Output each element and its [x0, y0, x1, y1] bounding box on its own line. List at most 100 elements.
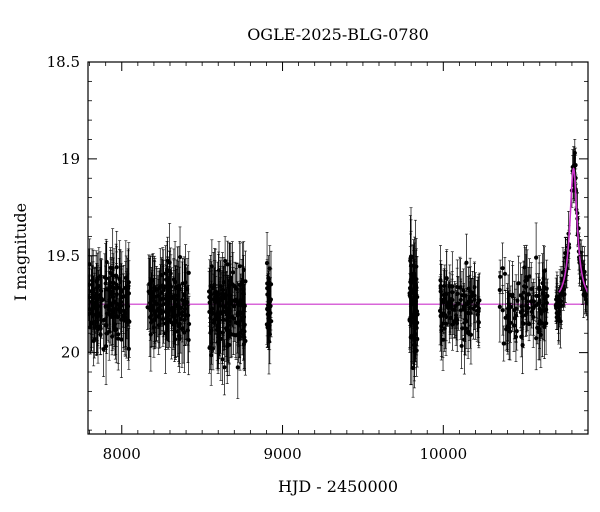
data-point: [463, 319, 469, 324]
data-point: [152, 298, 157, 304]
data-point: [89, 278, 95, 283]
data-point: [235, 365, 240, 370]
data-point: [438, 314, 443, 319]
data-point: [414, 277, 419, 282]
data-point: [542, 268, 547, 274]
data-point: [124, 319, 129, 324]
data-point: [265, 325, 270, 330]
data-point: [514, 329, 519, 334]
data-point: [502, 271, 508, 276]
chart-title: OGLE-2025-BLG-0780: [247, 25, 429, 44]
data-point: [225, 344, 230, 349]
data-point: [459, 343, 464, 349]
data-point: [407, 291, 412, 296]
data-point: [409, 272, 414, 277]
data-point: [264, 260, 270, 266]
data-point: [92, 300, 97, 305]
data-point: [536, 329, 541, 335]
data-point: [442, 283, 447, 289]
data-point: [103, 281, 108, 286]
data-point: [539, 311, 544, 316]
data-point: [559, 299, 564, 304]
data-point: [408, 279, 413, 285]
data-point: [123, 275, 128, 280]
data-point: [453, 303, 458, 309]
data-point: [173, 337, 178, 342]
data-point: [266, 294, 271, 300]
data-point: [537, 287, 542, 292]
data-point: [475, 300, 481, 305]
data-point: [501, 341, 506, 346]
data-point: [534, 255, 539, 260]
data-point: [115, 307, 120, 312]
data-point: [179, 326, 185, 332]
data-point: [101, 347, 106, 352]
data-point: [521, 321, 526, 326]
data-point: [458, 285, 463, 290]
data-point: [461, 307, 467, 312]
data-point: [124, 303, 129, 308]
data-point: [229, 301, 234, 306]
data-point: [500, 266, 505, 271]
data-point: [531, 305, 536, 310]
data-point: [510, 292, 515, 297]
data-point: [529, 286, 534, 292]
data-point: [545, 293, 550, 299]
data-point: [164, 277, 169, 282]
data-point: [104, 259, 109, 265]
data-point: [170, 321, 176, 327]
data-point: [154, 287, 160, 292]
data-point: [554, 297, 559, 302]
data-point: [573, 163, 578, 168]
data-point: [537, 321, 542, 326]
data-point: [184, 301, 189, 306]
data-point: [163, 331, 168, 336]
data-point: [243, 279, 248, 284]
x-tick-label: 9000: [263, 445, 301, 463]
data-point: [107, 301, 113, 307]
data-point: [455, 291, 460, 296]
plot-frame: [87, 61, 589, 435]
data-point: [119, 287, 124, 292]
y-tick-label: 20: [61, 344, 80, 362]
data-point: [102, 317, 107, 323]
data-point: [97, 311, 102, 316]
data-point: [464, 260, 469, 265]
data-point: [225, 334, 231, 340]
data-point: [243, 338, 248, 344]
data-point: [217, 301, 222, 306]
data-point: [185, 328, 190, 333]
data-point: [581, 292, 586, 297]
data-point: [209, 307, 214, 312]
data-point: [241, 267, 246, 272]
data-point: [167, 318, 172, 323]
data-point: [110, 266, 115, 271]
data-point: [114, 274, 119, 279]
data-point: [103, 344, 109, 349]
data-point: [538, 308, 544, 313]
data-point: [218, 336, 223, 341]
data-point: [233, 333, 238, 338]
data-point: [104, 311, 110, 316]
data-point: [437, 308, 443, 313]
data-point: [239, 315, 245, 321]
data-point: [238, 297, 243, 303]
data-point: [94, 279, 99, 284]
data-point: [209, 353, 214, 358]
data-point: [467, 295, 472, 301]
data-point: [228, 275, 233, 280]
data-point: [183, 280, 188, 285]
data-point: [443, 292, 449, 297]
data-point: [497, 304, 502, 309]
data-point: [444, 275, 449, 281]
data-point: [177, 254, 183, 260]
data-point: [225, 262, 230, 267]
data-point: [476, 309, 481, 314]
data-point: [223, 258, 228, 264]
data-point: [507, 329, 513, 334]
data-point: [232, 316, 237, 321]
data-point: [117, 277, 122, 282]
data-point: [224, 317, 229, 323]
data-point: [88, 262, 92, 267]
